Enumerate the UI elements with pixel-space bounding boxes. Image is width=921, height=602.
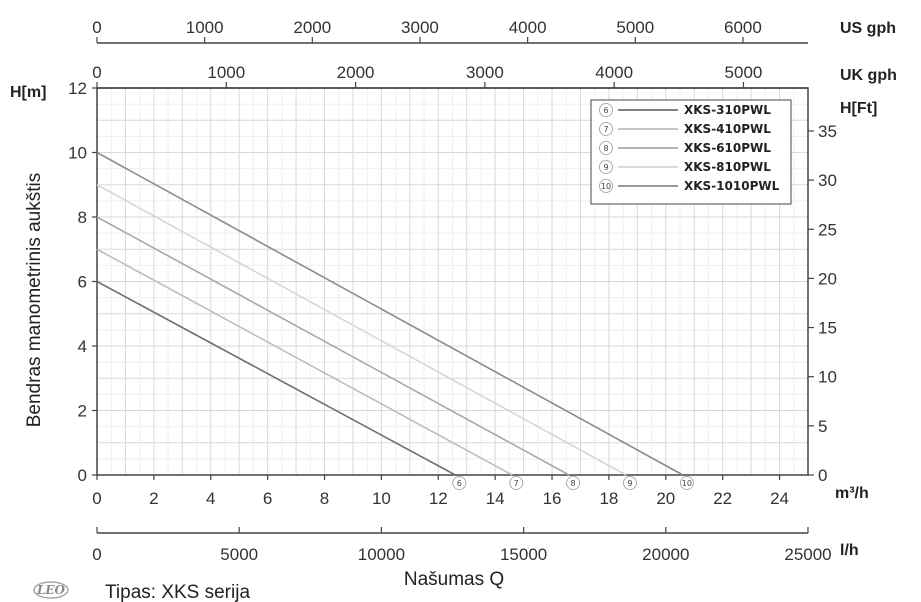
curve-xks-1010pwl <box>96 151 684 476</box>
ft-tick-label: 10 <box>818 368 837 387</box>
svg-text:6: 6 <box>457 479 462 488</box>
legend-marker <box>599 179 613 193</box>
ukgph-tick-label: 2000 <box>337 63 375 82</box>
left-axis-unit: H[m] <box>10 84 46 101</box>
svg-text:7: 7 <box>514 479 519 488</box>
legend-label: XKS-310PWL <box>684 103 771 117</box>
ft-tick-label: 25 <box>818 220 837 239</box>
usgph-tick-label: 6000 <box>724 18 762 37</box>
legend-label: XKS-610PWL <box>684 141 771 155</box>
ukgph-tick-label: 4000 <box>595 63 633 82</box>
x-tick-label: 22 <box>713 489 732 508</box>
x-tick-label: 8 <box>320 489 329 508</box>
x-tick-label: 4 <box>206 489 215 508</box>
ft-tick-label: 30 <box>818 171 837 190</box>
x-tick-label: 6 <box>263 489 272 508</box>
x-tick-label: 0 <box>92 489 101 508</box>
usgph-tick-label: 3000 <box>401 18 439 37</box>
legend-marker <box>599 103 613 117</box>
brand-logo: LEO <box>33 581 69 599</box>
ft-tick-label: 0 <box>818 466 827 485</box>
x-tick-label: 10 <box>372 489 391 508</box>
top-axis-unit: US gph <box>840 20 896 37</box>
legend: 6 XKS-310PWL 7 XKS-410PWL 8 XKS-610PWL 9 XKS-81… <box>590 99 792 205</box>
x-tick-label: 16 <box>543 489 562 508</box>
legend-label: XKS-410PWL <box>684 122 771 136</box>
usgph-tick-label: 0 <box>92 18 101 37</box>
svg-text:9: 9 <box>627 479 632 488</box>
legend-label: XKS-1010PWL <box>684 179 780 193</box>
right-axis-unit: H[Ft] <box>840 100 877 117</box>
svg-text:10: 10 <box>682 479 692 488</box>
lh-tick-label: 25000 <box>784 545 831 564</box>
usgph-tick-label: 1000 <box>186 18 224 37</box>
lh-tick-label: 10000 <box>358 545 405 564</box>
legend-marker-label: 6 <box>603 106 608 115</box>
x-axis-title: Našumas Q <box>404 569 504 590</box>
legend-label: XKS-810PWL <box>684 160 771 174</box>
end-marker-10: 10 <box>679 476 694 490</box>
bottom-axis-unit: m³/h <box>835 485 869 502</box>
y-tick-label: 6 <box>78 273 87 292</box>
x-tick-label: 24 <box>770 489 789 508</box>
y-tick-label: 0 <box>78 466 87 485</box>
y-tick-label: 8 <box>78 208 87 227</box>
lh-tick-label: 15000 <box>500 545 547 564</box>
flow-axis-unit: l/h <box>840 542 859 559</box>
curve-xks-810pwl <box>96 184 627 476</box>
ukgph-tick-label: 0 <box>92 63 101 82</box>
legend-marker <box>599 160 613 174</box>
x-tick-label: 14 <box>486 489 505 508</box>
y-tick-label: 12 <box>68 79 87 98</box>
legend-marker <box>599 141 613 155</box>
x-tick-label: 12 <box>429 489 448 508</box>
pump-curves <box>96 151 684 476</box>
x-tick-label: 18 <box>599 489 618 508</box>
legend-item-10: 10 XKS-1010PWL <box>599 179 780 193</box>
legend-marker-label: 9 <box>603 163 608 172</box>
lh-tick-label: 20000 <box>642 545 689 564</box>
y-tick-label: 10 <box>68 144 87 163</box>
ft-tick-label: 20 <box>818 269 837 288</box>
legend-marker <box>599 122 613 136</box>
ft-tick-label: 35 <box>818 122 837 141</box>
y-axis-title: Bendras manometrinis aukštis <box>24 173 45 428</box>
usgph-tick-label: 2000 <box>293 18 331 37</box>
end-marker-9: 9 <box>623 476 637 490</box>
series-caption: Tipas: XKS serija <box>105 582 250 602</box>
curve-xks-310pwl <box>96 280 456 476</box>
legend-marker-label: 8 <box>603 144 608 153</box>
y-tick-label: 2 <box>78 402 87 421</box>
end-marker-6: 6 <box>452 476 467 490</box>
legend-item-6: 6 XKS-310PWL <box>599 103 771 117</box>
legend-item-8: 8 XKS-610PWL <box>599 141 771 155</box>
lh-tick-label: 0 <box>92 545 101 564</box>
legend-item-9: 9 XKS-810PWL <box>599 160 771 174</box>
ukgph-tick-label: 3000 <box>466 63 504 82</box>
svg-text:8: 8 <box>571 479 576 488</box>
usgph-tick-label: 4000 <box>509 18 547 37</box>
ft-tick-label: 15 <box>818 319 837 338</box>
end-marker-7: 7 <box>509 476 524 490</box>
y-tick-label: 4 <box>78 337 87 356</box>
ukgph-tick-label: 5000 <box>725 63 763 82</box>
x-tick-label: 20 <box>656 489 675 508</box>
ukgph-tick-label: 1000 <box>207 63 245 82</box>
svg-text:LEO: LEO <box>36 583 66 597</box>
lh-tick-label: 5000 <box>220 545 258 564</box>
curve-end-markers: 6 7 8 9 10 <box>452 476 694 490</box>
top2-axis-unit: UK gph <box>840 67 897 84</box>
usgph-tick-label: 5000 <box>616 18 654 37</box>
x-tick-label: 2 <box>149 489 158 508</box>
curve-xks-410pwl <box>96 248 513 476</box>
legend-marker-label: 7 <box>603 125 608 134</box>
end-marker-8: 8 <box>566 476 581 490</box>
legend-item-7: 7 XKS-410PWL <box>599 122 771 136</box>
curve-xks-610pwl <box>96 216 570 476</box>
legend-marker-label: 10 <box>601 182 611 191</box>
ft-tick-label: 5 <box>818 417 827 436</box>
